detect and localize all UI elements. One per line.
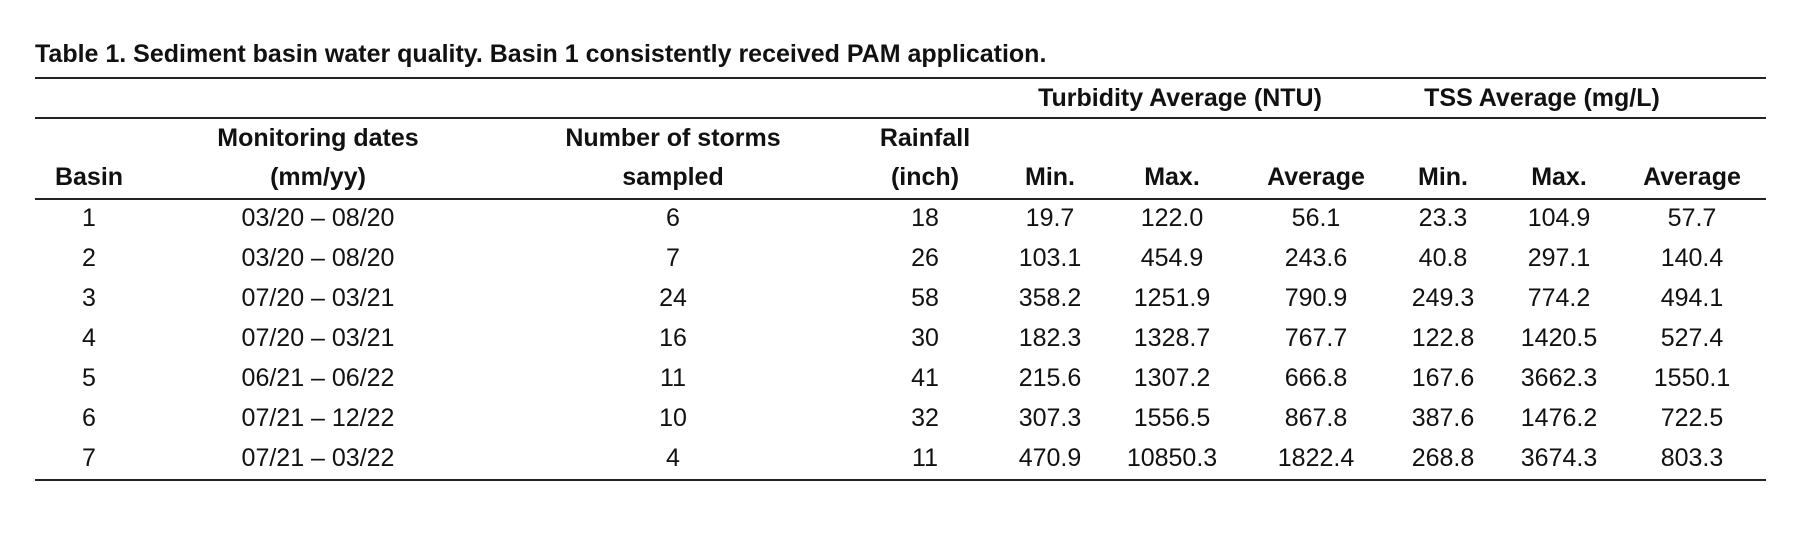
cell: 867.8: [1284, 404, 1348, 432]
cell: 56.1: [1291, 204, 1341, 232]
cell: 6: [666, 204, 680, 232]
column-header: Average: [1267, 163, 1365, 191]
cell: 243.6: [1284, 244, 1348, 272]
cell: 4: [82, 324, 96, 352]
cell: 104.9: [1527, 204, 1591, 232]
cell: 1420.5: [1520, 324, 1598, 352]
cell: 167.6: [1411, 364, 1475, 392]
rule: [35, 77, 1766, 79]
cell: 1307.2: [1133, 364, 1211, 392]
cell: 454.9: [1140, 244, 1204, 272]
cell: 774.2: [1527, 284, 1591, 312]
cell: 26: [911, 244, 939, 272]
cell: 3: [82, 284, 96, 312]
cell: 122.0: [1140, 204, 1204, 232]
cell: 358.2: [1018, 284, 1082, 312]
column-header: Min.: [1418, 163, 1468, 191]
cell: 182.3: [1018, 324, 1082, 352]
cell: 11: [660, 364, 686, 392]
cell: 7: [666, 244, 680, 272]
cell: 18: [911, 204, 939, 232]
column-header: Basin: [54, 163, 124, 191]
column-header: (mm/yy): [270, 163, 366, 191]
cell: 790.9: [1284, 284, 1348, 312]
cell: 10: [659, 404, 687, 432]
cell: 722.5: [1660, 404, 1724, 432]
cell: 2: [82, 244, 96, 272]
cell: 07/20 – 03/21: [241, 284, 395, 312]
rule: [35, 479, 1766, 481]
cell: 268.8: [1411, 444, 1475, 472]
column-header: Max.: [1144, 163, 1200, 191]
cell: 4: [666, 444, 680, 472]
cell: 19.7: [1025, 204, 1075, 232]
cell: 3662.3: [1520, 364, 1598, 392]
column-header: Monitoring dates: [217, 124, 419, 152]
cell: 387.6: [1411, 404, 1475, 432]
cell: 16: [659, 324, 687, 352]
cell: 6: [82, 404, 96, 432]
cell: 06/21 – 06/22: [241, 364, 395, 392]
cell: 40.8: [1418, 244, 1468, 272]
cell: 1: [82, 204, 96, 232]
column-header: Average: [1643, 163, 1741, 191]
cell: 297.1: [1527, 244, 1591, 272]
group-header: Turbidity Average (NTU): [1038, 84, 1322, 112]
cell: 07/21 – 03/22: [241, 444, 395, 472]
cell: 3674.3: [1520, 444, 1598, 472]
cell: 307.3: [1018, 404, 1082, 432]
cell: 249.3: [1411, 284, 1475, 312]
cell: 24: [659, 284, 687, 312]
rule: [35, 198, 1766, 200]
cell: 527.4: [1660, 324, 1724, 352]
cell: 7: [82, 444, 96, 472]
group-header: TSS Average (mg/L): [1424, 84, 1660, 112]
cell: 23.3: [1418, 204, 1468, 232]
cell: 10850.3: [1126, 444, 1218, 472]
cell: 122.8: [1411, 324, 1475, 352]
cell: 1550.1: [1653, 364, 1731, 392]
cell: 1251.9: [1133, 284, 1211, 312]
column-header: Min.: [1025, 163, 1075, 191]
cell: 215.6: [1018, 364, 1082, 392]
column-header: (inch): [890, 163, 960, 191]
cell: 767.7: [1284, 324, 1348, 352]
cell: 470.9: [1018, 444, 1082, 472]
column-header: Rainfall: [879, 124, 971, 152]
cell: 32: [911, 404, 939, 432]
cell: 1476.2: [1520, 404, 1598, 432]
cell: 03/20 – 08/20: [241, 204, 395, 232]
cell: 41: [911, 364, 939, 392]
cell: 103.1: [1018, 244, 1082, 272]
cell: 57.7: [1667, 204, 1717, 232]
cell: 1328.7: [1133, 324, 1211, 352]
rule: [35, 117, 1766, 119]
cell: 07/21 – 12/22: [241, 404, 395, 432]
table-title: Table 1. Sediment basin water quality. B…: [35, 40, 1047, 68]
column-header: Number of storms: [565, 124, 781, 152]
column-header: Max.: [1531, 163, 1587, 191]
cell: 140.4: [1660, 244, 1724, 272]
cell: 1822.4: [1277, 444, 1355, 472]
cell: 03/20 – 08/20: [241, 244, 395, 272]
cell: 666.8: [1284, 364, 1348, 392]
cell: 1556.5: [1133, 404, 1211, 432]
cell: 11: [912, 444, 938, 472]
cell: 30: [911, 324, 939, 352]
cell: 494.1: [1660, 284, 1724, 312]
cell: 5: [82, 364, 96, 392]
cell: 58: [911, 284, 939, 312]
cell: 07/20 – 03/21: [241, 324, 395, 352]
cell: 803.3: [1660, 444, 1724, 472]
column-header: sampled: [622, 163, 724, 191]
